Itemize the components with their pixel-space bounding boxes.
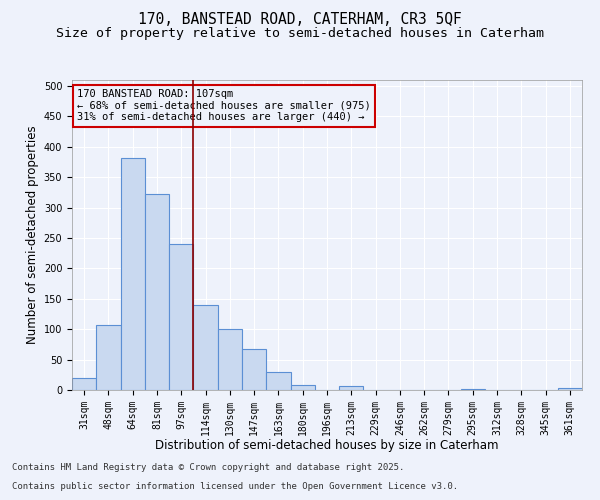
Bar <box>193 305 218 390</box>
Bar <box>145 194 169 390</box>
Text: 170, BANSTEAD ROAD, CATERHAM, CR3 5QF: 170, BANSTEAD ROAD, CATERHAM, CR3 5QF <box>138 12 462 28</box>
Text: Contains HM Land Registry data © Crown copyright and database right 2025.: Contains HM Land Registry data © Crown c… <box>12 464 404 472</box>
Bar <box>558 388 582 390</box>
Bar <box>339 386 364 390</box>
Bar <box>242 348 266 390</box>
Bar <box>218 329 242 390</box>
Bar <box>169 244 193 390</box>
Bar <box>72 378 96 390</box>
X-axis label: Distribution of semi-detached houses by size in Caterham: Distribution of semi-detached houses by … <box>155 439 499 452</box>
Bar <box>121 158 145 390</box>
Text: Size of property relative to semi-detached houses in Caterham: Size of property relative to semi-detach… <box>56 28 544 40</box>
Text: 170 BANSTEAD ROAD: 107sqm
← 68% of semi-detached houses are smaller (975)
31% of: 170 BANSTEAD ROAD: 107sqm ← 68% of semi-… <box>77 90 371 122</box>
Y-axis label: Number of semi-detached properties: Number of semi-detached properties <box>26 126 40 344</box>
Bar <box>96 325 121 390</box>
Bar <box>461 389 485 390</box>
Text: Contains public sector information licensed under the Open Government Licence v3: Contains public sector information licen… <box>12 482 458 491</box>
Bar <box>290 384 315 390</box>
Bar <box>266 372 290 390</box>
